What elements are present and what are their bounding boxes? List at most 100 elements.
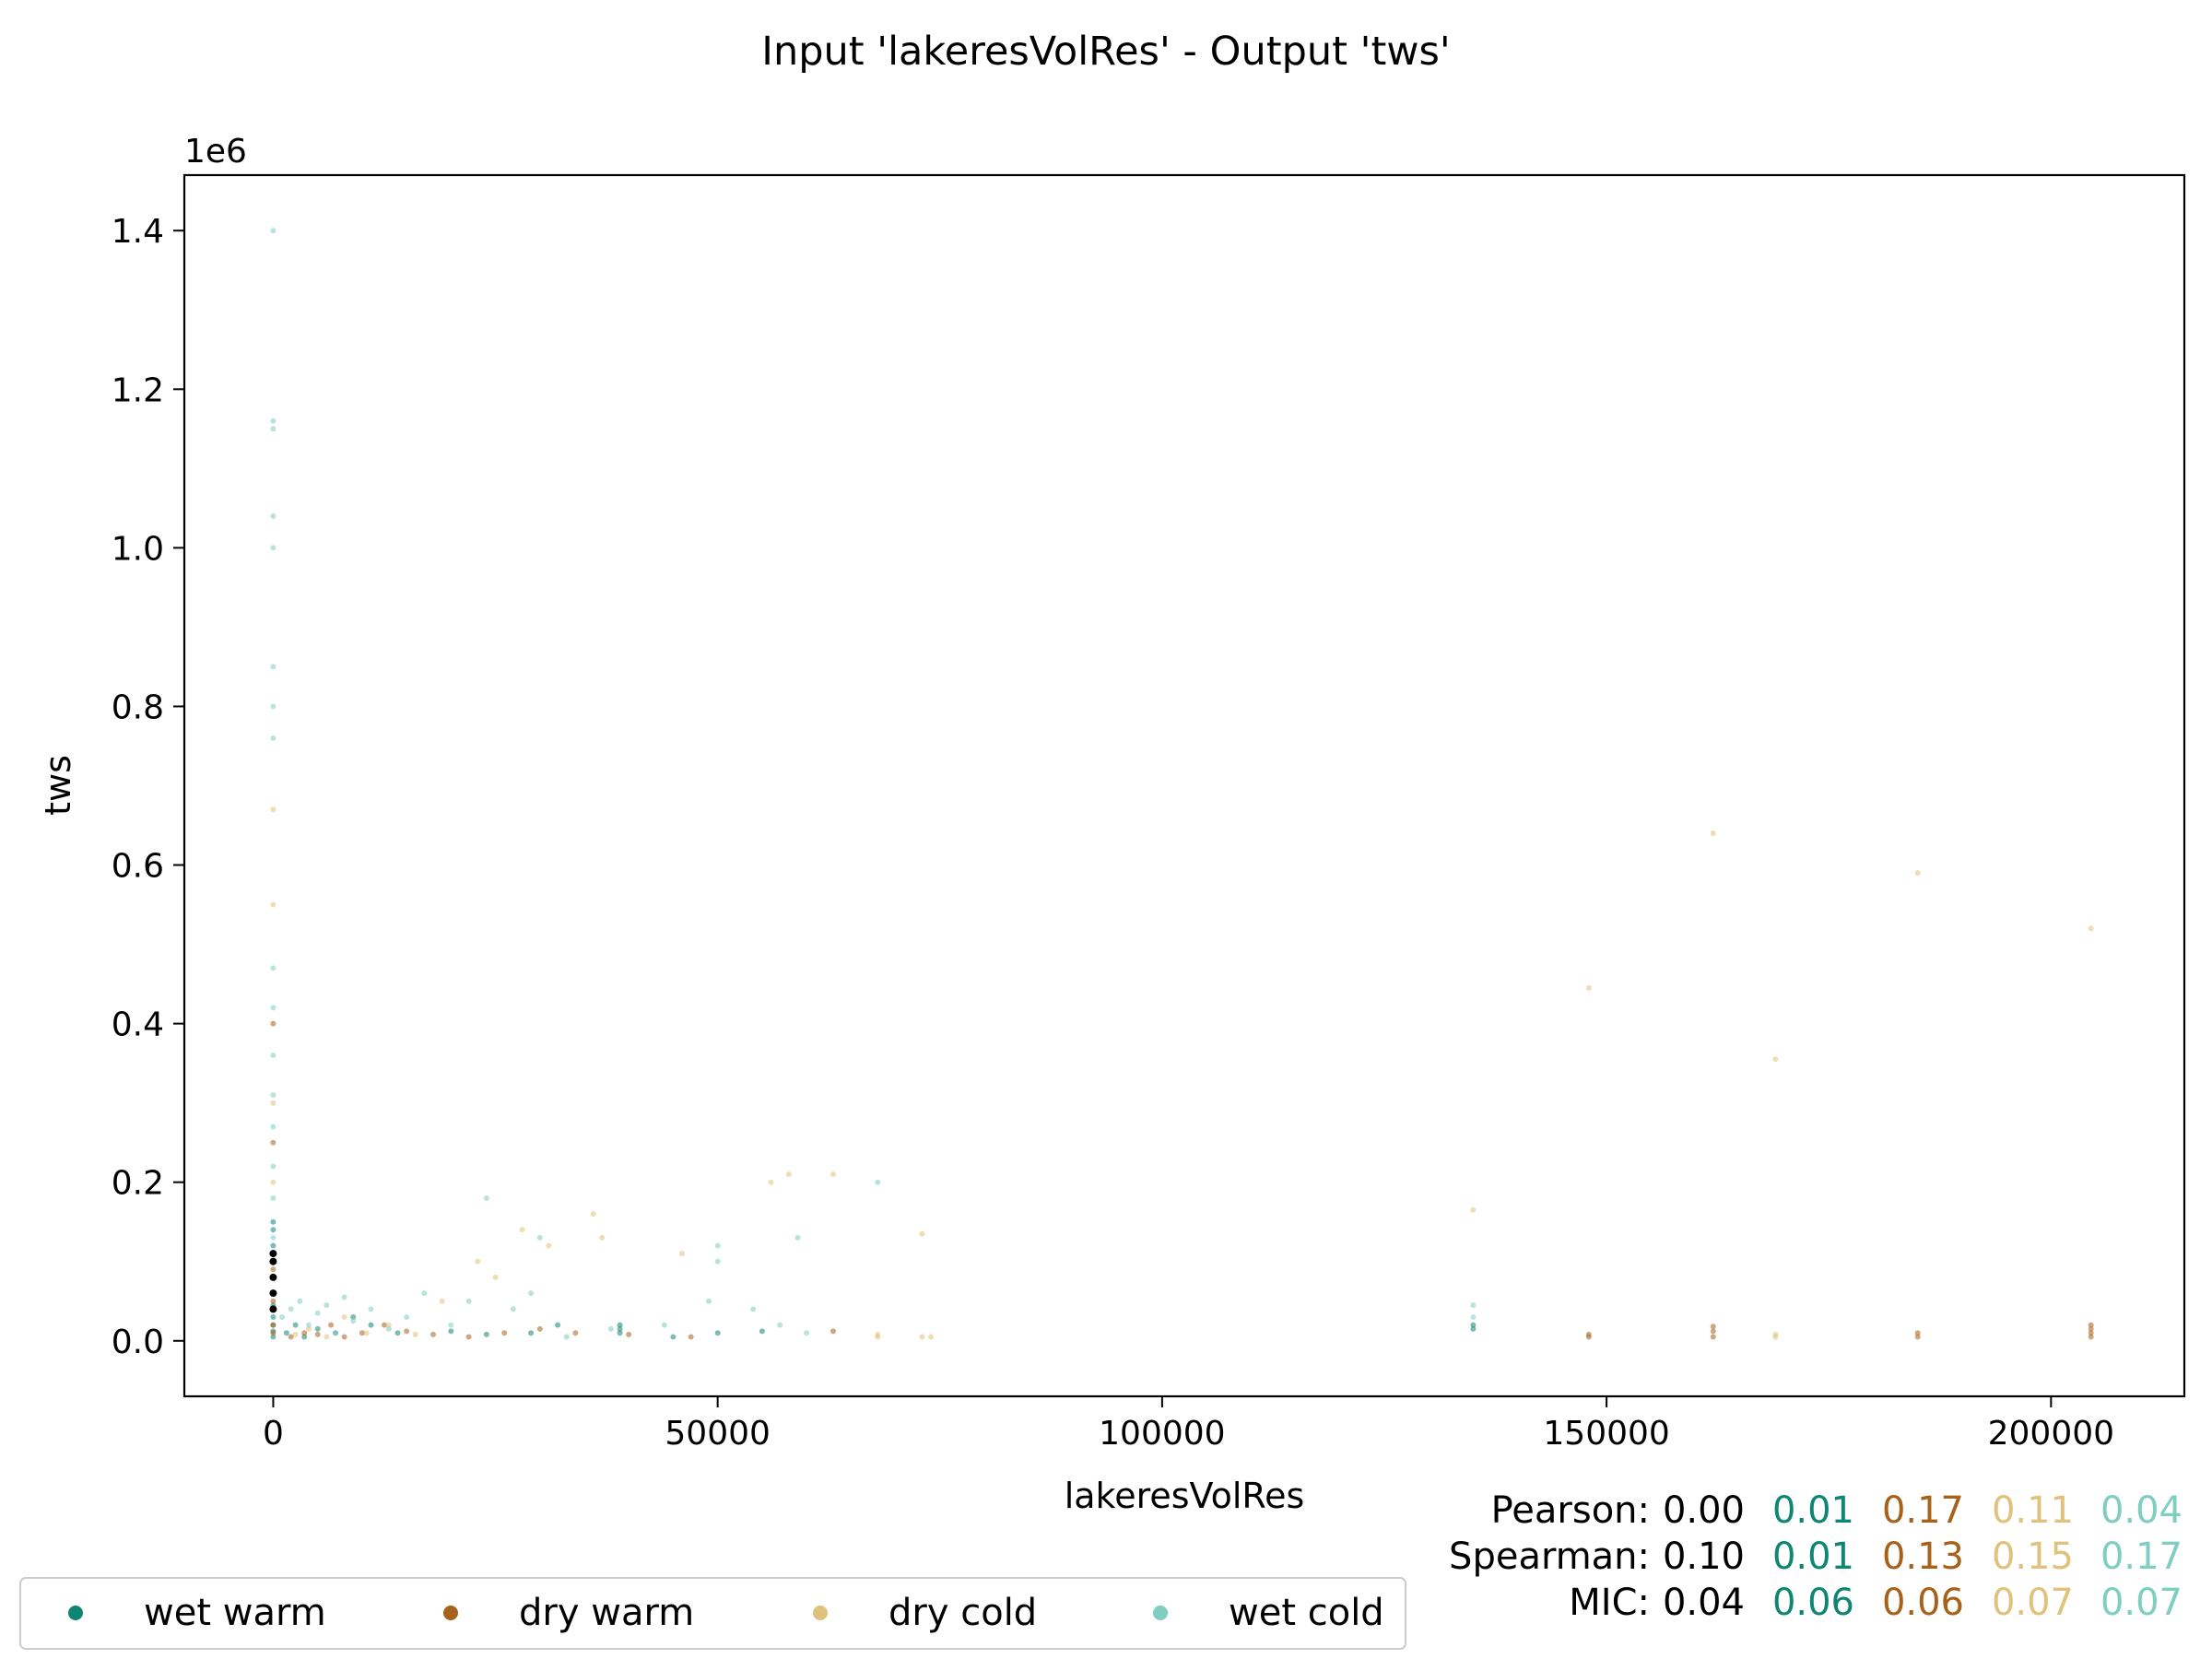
y-axis-ticks: 0.0 0.2 0.4 0.6 0.8 1.0 1.2 1.4 bbox=[112, 213, 184, 1361]
scatter-point-dry-cold bbox=[1914, 870, 1921, 877]
scatter-point-dry-cold bbox=[475, 1258, 481, 1265]
scatter-point-wet-warm bbox=[270, 1242, 276, 1249]
scatter-point-wet-cold bbox=[661, 1322, 667, 1328]
scatter-point-wet-warm bbox=[555, 1322, 561, 1328]
scatter-point-dry-cold bbox=[1585, 984, 1592, 991]
y-tick-label: 0.6 bbox=[112, 848, 164, 886]
scatter-point-dry-cold bbox=[875, 1331, 881, 1337]
stats-value: 0.10 bbox=[1663, 1535, 1745, 1578]
plot-area-frame bbox=[182, 173, 2186, 1398]
scatter-point-dry-cold bbox=[2088, 925, 2094, 932]
legend-label: wet cold bbox=[1229, 1592, 1384, 1634]
scatter-point-dry-cold bbox=[1772, 1056, 1779, 1063]
scatter-point-dry-cold bbox=[590, 1211, 596, 1218]
scatter-point-wet-cold bbox=[288, 1306, 294, 1312]
y-tick-label: 0.8 bbox=[112, 688, 164, 726]
scatter-point-wet-cold bbox=[270, 965, 276, 971]
scatter-point-dry-cold bbox=[270, 806, 276, 813]
scatter-point-wet-cold bbox=[270, 1053, 276, 1058]
scatter-point-wet-warm bbox=[617, 1330, 623, 1336]
scatter-point-wet-warm bbox=[292, 1322, 299, 1328]
scatter-point-wet-warm bbox=[1470, 1325, 1477, 1332]
scatter-point-dry-warm bbox=[1710, 1324, 1716, 1330]
scatter-point-dry-warm bbox=[465, 1334, 472, 1340]
scatter-point-wet-cold bbox=[421, 1290, 428, 1297]
scatter-point-dry-cold bbox=[679, 1251, 686, 1257]
scatter-point-wet-warm bbox=[617, 1322, 623, 1328]
legend-box bbox=[19, 1577, 1406, 1650]
stats-value: 0.06 bbox=[1882, 1582, 1964, 1624]
legend-label: wet warm bbox=[144, 1592, 326, 1634]
x-axis-ticks: 0 50000 100000 150000 200000 bbox=[263, 1396, 2114, 1453]
scatter-point-dry-warm bbox=[270, 1266, 276, 1273]
scatter-point-wet-warm bbox=[270, 1218, 276, 1225]
y-tick-label: 0.0 bbox=[112, 1324, 164, 1361]
scatter-point-overall bbox=[269, 1273, 277, 1281]
scatter-point-dry-cold bbox=[363, 1330, 370, 1336]
scatter-point-dry-warm bbox=[270, 1020, 276, 1027]
scatter-point-dry-warm bbox=[270, 1298, 276, 1304]
scatter-point-dry-warm bbox=[314, 1331, 321, 1337]
scatter-point-dry-warm bbox=[288, 1334, 294, 1340]
scatter-point-dry-cold bbox=[1710, 830, 1716, 837]
scatter-point-dry-warm bbox=[536, 1325, 543, 1332]
scatter-point-dry-cold bbox=[492, 1274, 499, 1280]
scatter-point-wet-cold bbox=[314, 1310, 321, 1316]
scatter-point-dry-cold bbox=[519, 1227, 525, 1233]
scatter-point-wet-cold bbox=[270, 1005, 276, 1011]
scatter-point-wet-cold bbox=[270, 418, 276, 424]
scatter-point-wet-cold bbox=[270, 513, 276, 519]
points-layer bbox=[269, 228, 2094, 1340]
scatter-point-wet-warm bbox=[314, 1325, 321, 1332]
scatter-point-wet-cold bbox=[528, 1290, 535, 1297]
scatter-point-dry-cold bbox=[919, 1334, 925, 1340]
scatter-point-dry-warm bbox=[270, 1139, 276, 1146]
scatter-point-dry-cold bbox=[546, 1242, 552, 1249]
stats-row-label: Spearman: bbox=[1449, 1535, 1650, 1578]
x-tick-label: 50000 bbox=[665, 1415, 771, 1453]
scatter-point-wet-cold bbox=[270, 1234, 276, 1241]
scatter-point-wet-cold bbox=[1470, 1314, 1477, 1320]
scatter-point-dry-warm bbox=[359, 1330, 365, 1336]
legend-marker bbox=[443, 1606, 458, 1620]
stats-value: 0.07 bbox=[2100, 1582, 2183, 1624]
x-tick-label: 200000 bbox=[1988, 1415, 2114, 1453]
scatter-point-dry-warm bbox=[2088, 1334, 2094, 1340]
scatter-point-wet-cold bbox=[270, 228, 276, 234]
scatter-point-wet-warm bbox=[368, 1322, 374, 1328]
scatter-point-wet-cold bbox=[563, 1334, 570, 1340]
x-tick-label: 0 bbox=[263, 1415, 284, 1453]
scatter-point-wet-warm bbox=[270, 1227, 276, 1233]
scatter-point-wet-warm bbox=[448, 1328, 454, 1335]
scatter-point-wet-warm bbox=[670, 1334, 677, 1340]
scatter-point-wet-cold bbox=[536, 1234, 543, 1241]
legend: wet warm dry warm dry cold wet cold bbox=[19, 1577, 1406, 1650]
scatter-point-wet-warm bbox=[714, 1330, 721, 1336]
scatter-point-dry-cold bbox=[270, 901, 276, 908]
scatter-point-dry-warm bbox=[626, 1331, 632, 1337]
y-offset-label: 1e6 bbox=[184, 133, 247, 171]
stats-row-label: Pearson: bbox=[1491, 1489, 1650, 1532]
stats-value: 0.01 bbox=[1772, 1489, 1854, 1532]
scatter-point-wet-cold bbox=[404, 1314, 410, 1320]
scatter-point-overall bbox=[269, 1250, 277, 1258]
scatter-point-wet-cold bbox=[714, 1242, 721, 1249]
scatter-point-wet-cold bbox=[794, 1234, 801, 1241]
stats-value: 0.11 bbox=[1992, 1489, 2074, 1532]
scatter-point-wet-cold bbox=[306, 1322, 312, 1328]
scatter-point-dry-cold bbox=[270, 1179, 276, 1185]
legend-label: dry cold bbox=[888, 1592, 1037, 1634]
scatter-point-wet-cold bbox=[777, 1322, 783, 1328]
stats-value: 0.17 bbox=[1882, 1489, 1964, 1532]
scatter-point-wet-cold bbox=[270, 1194, 276, 1201]
scatter-point-wet-warm bbox=[528, 1330, 535, 1336]
scatter-point-wet-cold bbox=[333, 1330, 338, 1336]
scatter-point-dry-warm bbox=[2088, 1330, 2094, 1336]
stats-value: 0.07 bbox=[1992, 1582, 2074, 1624]
legend-marker bbox=[1153, 1606, 1168, 1620]
scatter-point-wet-cold bbox=[270, 735, 276, 741]
scatter-point-wet-cold bbox=[270, 1092, 276, 1099]
stats-value: 0.00 bbox=[1663, 1489, 1745, 1532]
scatter-point-dry-warm bbox=[328, 1322, 335, 1328]
